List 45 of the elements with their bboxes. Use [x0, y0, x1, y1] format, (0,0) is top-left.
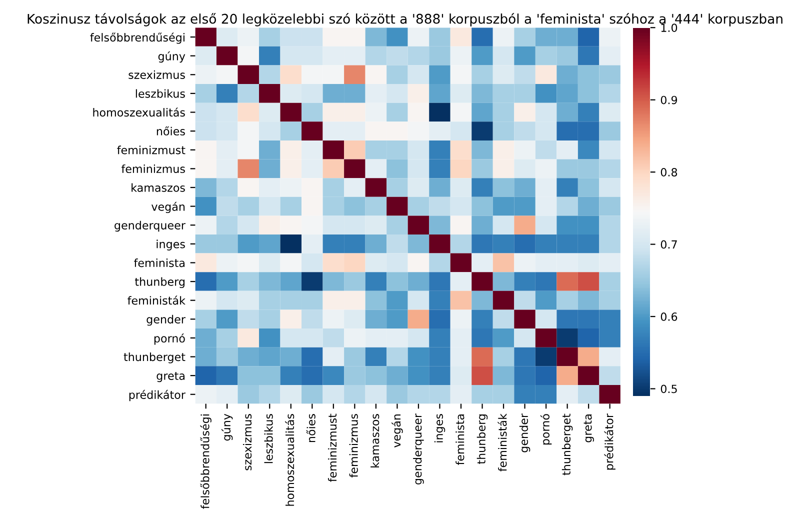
color-bar-label: 0.6: [660, 312, 678, 321]
y-tick-label: prédikátor: [129, 390, 186, 402]
x-tick-label: homoszexualitás: [285, 414, 294, 506]
x-tick-label: vegán: [392, 414, 403, 448]
x-tick-label: pornó: [540, 414, 552, 445]
x-tick-label: feminizmus: [349, 414, 358, 478]
color-bar-label: 0.5: [660, 384, 677, 394]
y-tick-label: kamaszos: [132, 183, 185, 192]
y-tick-label: thunberget: [124, 352, 186, 364]
y-tick-label: pornó: [154, 334, 185, 345]
x-tick-label: inges: [434, 414, 446, 442]
color-bar-label: 0.8: [660, 168, 678, 176]
y-tick-label: inges: [156, 240, 185, 250]
x-tick-label: genderqueer: [413, 414, 424, 484]
y-tick-label: szexizmus: [128, 70, 185, 80]
x-tick-label: feminista: [456, 414, 464, 465]
y-tick-label: genderqueer: [114, 220, 186, 232]
y-tick-label: feminizmus: [121, 164, 185, 174]
y-tick-label: homoszexualitás: [93, 108, 185, 117]
x-tick-label: gender: [519, 414, 530, 452]
x-tick-label: greta: [584, 414, 594, 442]
y-tick-label: feministák: [128, 296, 186, 305]
x-tick-label: thunberg: [476, 414, 488, 464]
y-tick-label: vegán: [152, 202, 185, 214]
x-tick-label: prédikátor: [604, 414, 616, 470]
x-tick-label: thunberget: [562, 414, 573, 476]
y-tick-label: gender: [146, 314, 186, 326]
x-tick-label: kamaszos: [370, 414, 380, 468]
x-tick-label: leszbikus: [264, 414, 273, 464]
color-bar-label: 1.0: [661, 24, 678, 32]
y-tick-label: feminizmust: [117, 146, 186, 154]
y-tick-label: leszbikus: [136, 89, 185, 98]
y-tick-label: thunberg: [134, 277, 184, 288]
y-tick-label: gúny: [158, 51, 186, 63]
x-tick-label: feministák: [498, 414, 507, 472]
y-tick-label: felsőbbrendűségi: [90, 32, 184, 44]
y-tick-label: feminista: [134, 258, 184, 268]
x-tick-label: nőies: [306, 414, 316, 442]
y-tick-label: greta: [156, 372, 184, 382]
y-tick-label: nőies: [156, 126, 185, 136]
x-tick-label: szexizmus: [242, 414, 252, 470]
x-tick-label: gúny: [222, 414, 233, 441]
color-bar-label: 0.9: [660, 96, 678, 104]
x-tick-label: feminizmust: [328, 414, 337, 482]
color-bar-label: 0.7: [660, 240, 677, 249]
